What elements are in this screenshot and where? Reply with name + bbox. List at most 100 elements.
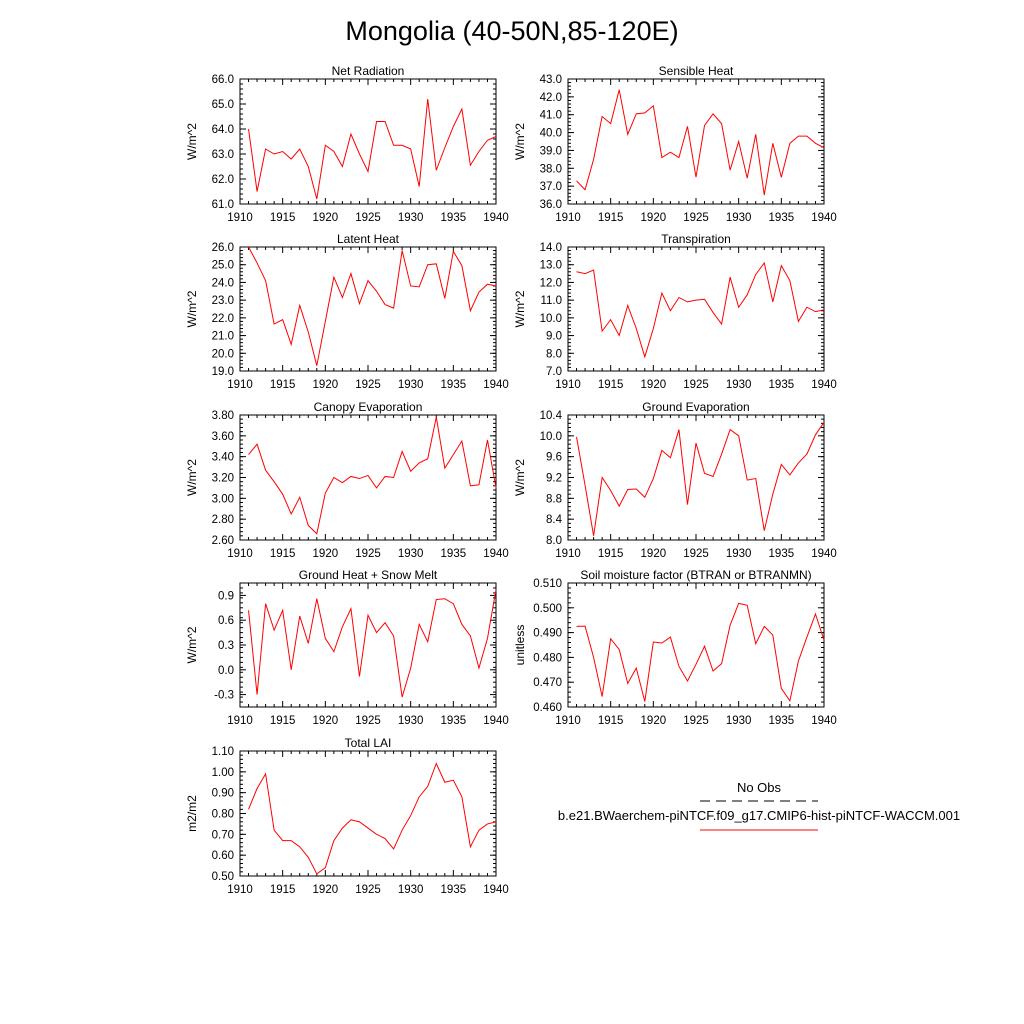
panel-8-ytick-label: 0.490: [533, 628, 562, 640]
panel-3-xtick-label: 1925: [355, 379, 381, 391]
panel-3-xtick-label: 1930: [398, 379, 424, 391]
panel-1: Net Radiation W/m^2 1910 1915 1920 1925 1930 19…: [185, 64, 509, 224]
panel-5-title: Canopy Evaporation: [314, 400, 423, 414]
panel-3-xtick-label: 1915: [270, 379, 296, 391]
panel-2: Sensible Heat W/m^2 1910 1915 1920 1925 1930 19…: [513, 64, 837, 224]
legend-model-label: b.e21.BWaerchem-piNTCF.f09_g17.CMIP6-his…: [558, 808, 960, 823]
panel-2-ytick-label: 39.0: [540, 145, 562, 157]
panel-9-xtick-label: 1930: [398, 884, 424, 896]
panel-1-ytick-label: 63.0: [212, 149, 234, 161]
panel-5: Canopy Evaporation W/m^2 1910 1915 1920 1925 1…: [185, 400, 509, 560]
panel-3-frame: [239, 246, 497, 372]
panel-2-ylabel: W/m^2: [513, 123, 527, 160]
panel-5-xtick-label: 1920: [313, 548, 339, 560]
panel-6-ytick-label: 10.0: [540, 431, 562, 443]
panel-3-ytick-label: 21.0: [212, 331, 234, 343]
panel-2-ytick-label: 43.0: [540, 74, 562, 86]
panel-2-xtick-label: 1920: [641, 212, 667, 224]
panel-7-xtick-label: 1925: [355, 715, 381, 727]
panel-8-ytick-label: 0.470: [533, 677, 562, 689]
panel-1-frame: [239, 78, 497, 205]
panel-5-xtick-label: 1910: [227, 548, 253, 560]
panel-5-xtick-label: 1935: [441, 548, 467, 560]
panel-6-frame: [567, 414, 825, 541]
panel-9-xtick-label: 1925: [355, 884, 381, 896]
panel-3-xtick-label: 1920: [313, 379, 339, 391]
panel-8-xtick-label: 1935: [769, 715, 795, 727]
panel-7-ytick-label: 0.0: [218, 665, 234, 677]
panel-4-ytick-label: 13.0: [540, 260, 562, 272]
panel-6-xtick-label: 1930: [726, 548, 752, 560]
panel-7-ytick-label: 0.9: [218, 590, 234, 602]
panel-5-frame: [239, 414, 497, 541]
panel-1-ytick-label: 61.0: [212, 199, 234, 211]
panel-1-ylabel: W/m^2: [185, 123, 199, 160]
panel-6-ytick-label: 8.4: [546, 514, 563, 526]
panel-5-ytick-label: 3.20: [212, 473, 234, 485]
panel-2-title: Sensible Heat: [659, 64, 734, 78]
panel-7-ytick-label: 0.3: [218, 640, 234, 652]
panel-6: Ground Evaporation W/m^2 1910 1915 1920 1925 1…: [513, 400, 837, 560]
panel-8-ytick-label: 0.510: [533, 578, 562, 590]
panel-3: Latent Heat W/m^2 1910 1915 1920 1925 1930 1935…: [185, 232, 509, 391]
panel-8-xtick-label: 1915: [598, 715, 624, 727]
panel-9-xtick-label: 1935: [441, 884, 467, 896]
panel-6-ytick-label: 8.0: [546, 535, 562, 547]
panel-8-ytick-label: 0.500: [533, 603, 562, 615]
panel-3-ytick-label: 22.0: [212, 313, 234, 325]
panel-9-xtick-label: 1910: [227, 884, 253, 896]
panel-9-ytick-label: 0.70: [212, 829, 234, 841]
panel-3-ytick-label: 20.0: [212, 348, 234, 360]
panel-6-ylabel: W/m^2: [513, 459, 527, 496]
panel-2-xtick-label: 1940: [811, 212, 837, 224]
panel-2-frame: [567, 78, 825, 205]
panel-5-ylabel: W/m^2: [185, 459, 199, 496]
panel-3-xtick-label: 1935: [441, 379, 467, 391]
panel-8: Soil moisture factor (BTRAN or BTRANMN) u…: [513, 568, 837, 727]
panel-9-xtick-label: 1940: [483, 884, 509, 896]
legend: No Obs b.e21.BWaerchem-piNTCF.f09_g17.CM…: [558, 780, 960, 831]
panel-4-ytick-label: 8.0: [546, 348, 562, 360]
panel-5-ytick-label: 2.60: [212, 535, 234, 547]
panel-9: Total LAI m2/m2 1910 1915 1920 1925 1930 1935 19…: [185, 736, 509, 896]
panel-8-xtick-label: 1930: [726, 715, 752, 727]
panel-6-ytick-label: 9.6: [546, 452, 562, 464]
panel-8-xtick-label: 1910: [555, 715, 581, 727]
panel-4-xtick-label: 1930: [726, 379, 752, 391]
panel-1-xtick-label: 1915: [270, 212, 296, 224]
panel-9-frame: [239, 750, 497, 877]
panel-7-xtick-label: 1935: [441, 715, 467, 727]
panel-4-ytick-label: 12.0: [540, 277, 562, 289]
panel-1-xtick-label: 1940: [483, 212, 509, 224]
panel-2-xtick-label: 1910: [555, 212, 581, 224]
panel-3-ytick-label: 25.0: [212, 260, 234, 272]
panel-3-ytick-label: 26.0: [212, 242, 234, 254]
panel-5-xtick-label: 1940: [483, 548, 509, 560]
panel-2-ytick-label: 38.0: [540, 163, 562, 175]
panel-8-title: Soil moisture factor (BTRAN or BTRANMN): [580, 568, 811, 582]
panel-3-ylabel: W/m^2: [185, 290, 199, 327]
figure-title: Mongolia (40-50N,85-120E): [345, 16, 678, 46]
panel-7-xtick-label: 1915: [270, 715, 296, 727]
panel-9-series-1: [248, 762, 497, 875]
panel-7-xtick-label: 1940: [483, 715, 509, 727]
panel-8-series-1: [576, 602, 825, 703]
panel-2-xtick-label: 1925: [683, 212, 709, 224]
panel-1-xtick-label: 1925: [355, 212, 381, 224]
panel-8-xtick-label: 1940: [811, 715, 837, 727]
panel-7: Ground Heat + Snow Melt W/m^2 1910 1915 1920…: [185, 568, 509, 727]
panel-8-ylabel: unitless: [513, 625, 527, 666]
panel-9-ytick-label: 1.00: [212, 767, 234, 779]
panel-7-xtick-label: 1910: [227, 715, 253, 727]
panel-7-frame: [239, 582, 497, 708]
panel-7-title: Ground Heat + Snow Melt: [299, 568, 438, 582]
panel-3-ytick-label: 24.0: [212, 277, 234, 289]
panel-9-ytick-label: 0.80: [212, 809, 234, 821]
panel-3-title: Latent Heat: [337, 232, 400, 246]
panel-8-frame: [567, 582, 825, 708]
panel-1-ytick-label: 65.0: [212, 99, 234, 111]
panel-9-ytick-label: 0.90: [212, 788, 234, 800]
panel-3-ytick-label: 19.0: [212, 366, 234, 378]
panel-6-ytick-label: 9.2: [546, 473, 562, 485]
panel-6-xtick-label: 1915: [598, 548, 624, 560]
